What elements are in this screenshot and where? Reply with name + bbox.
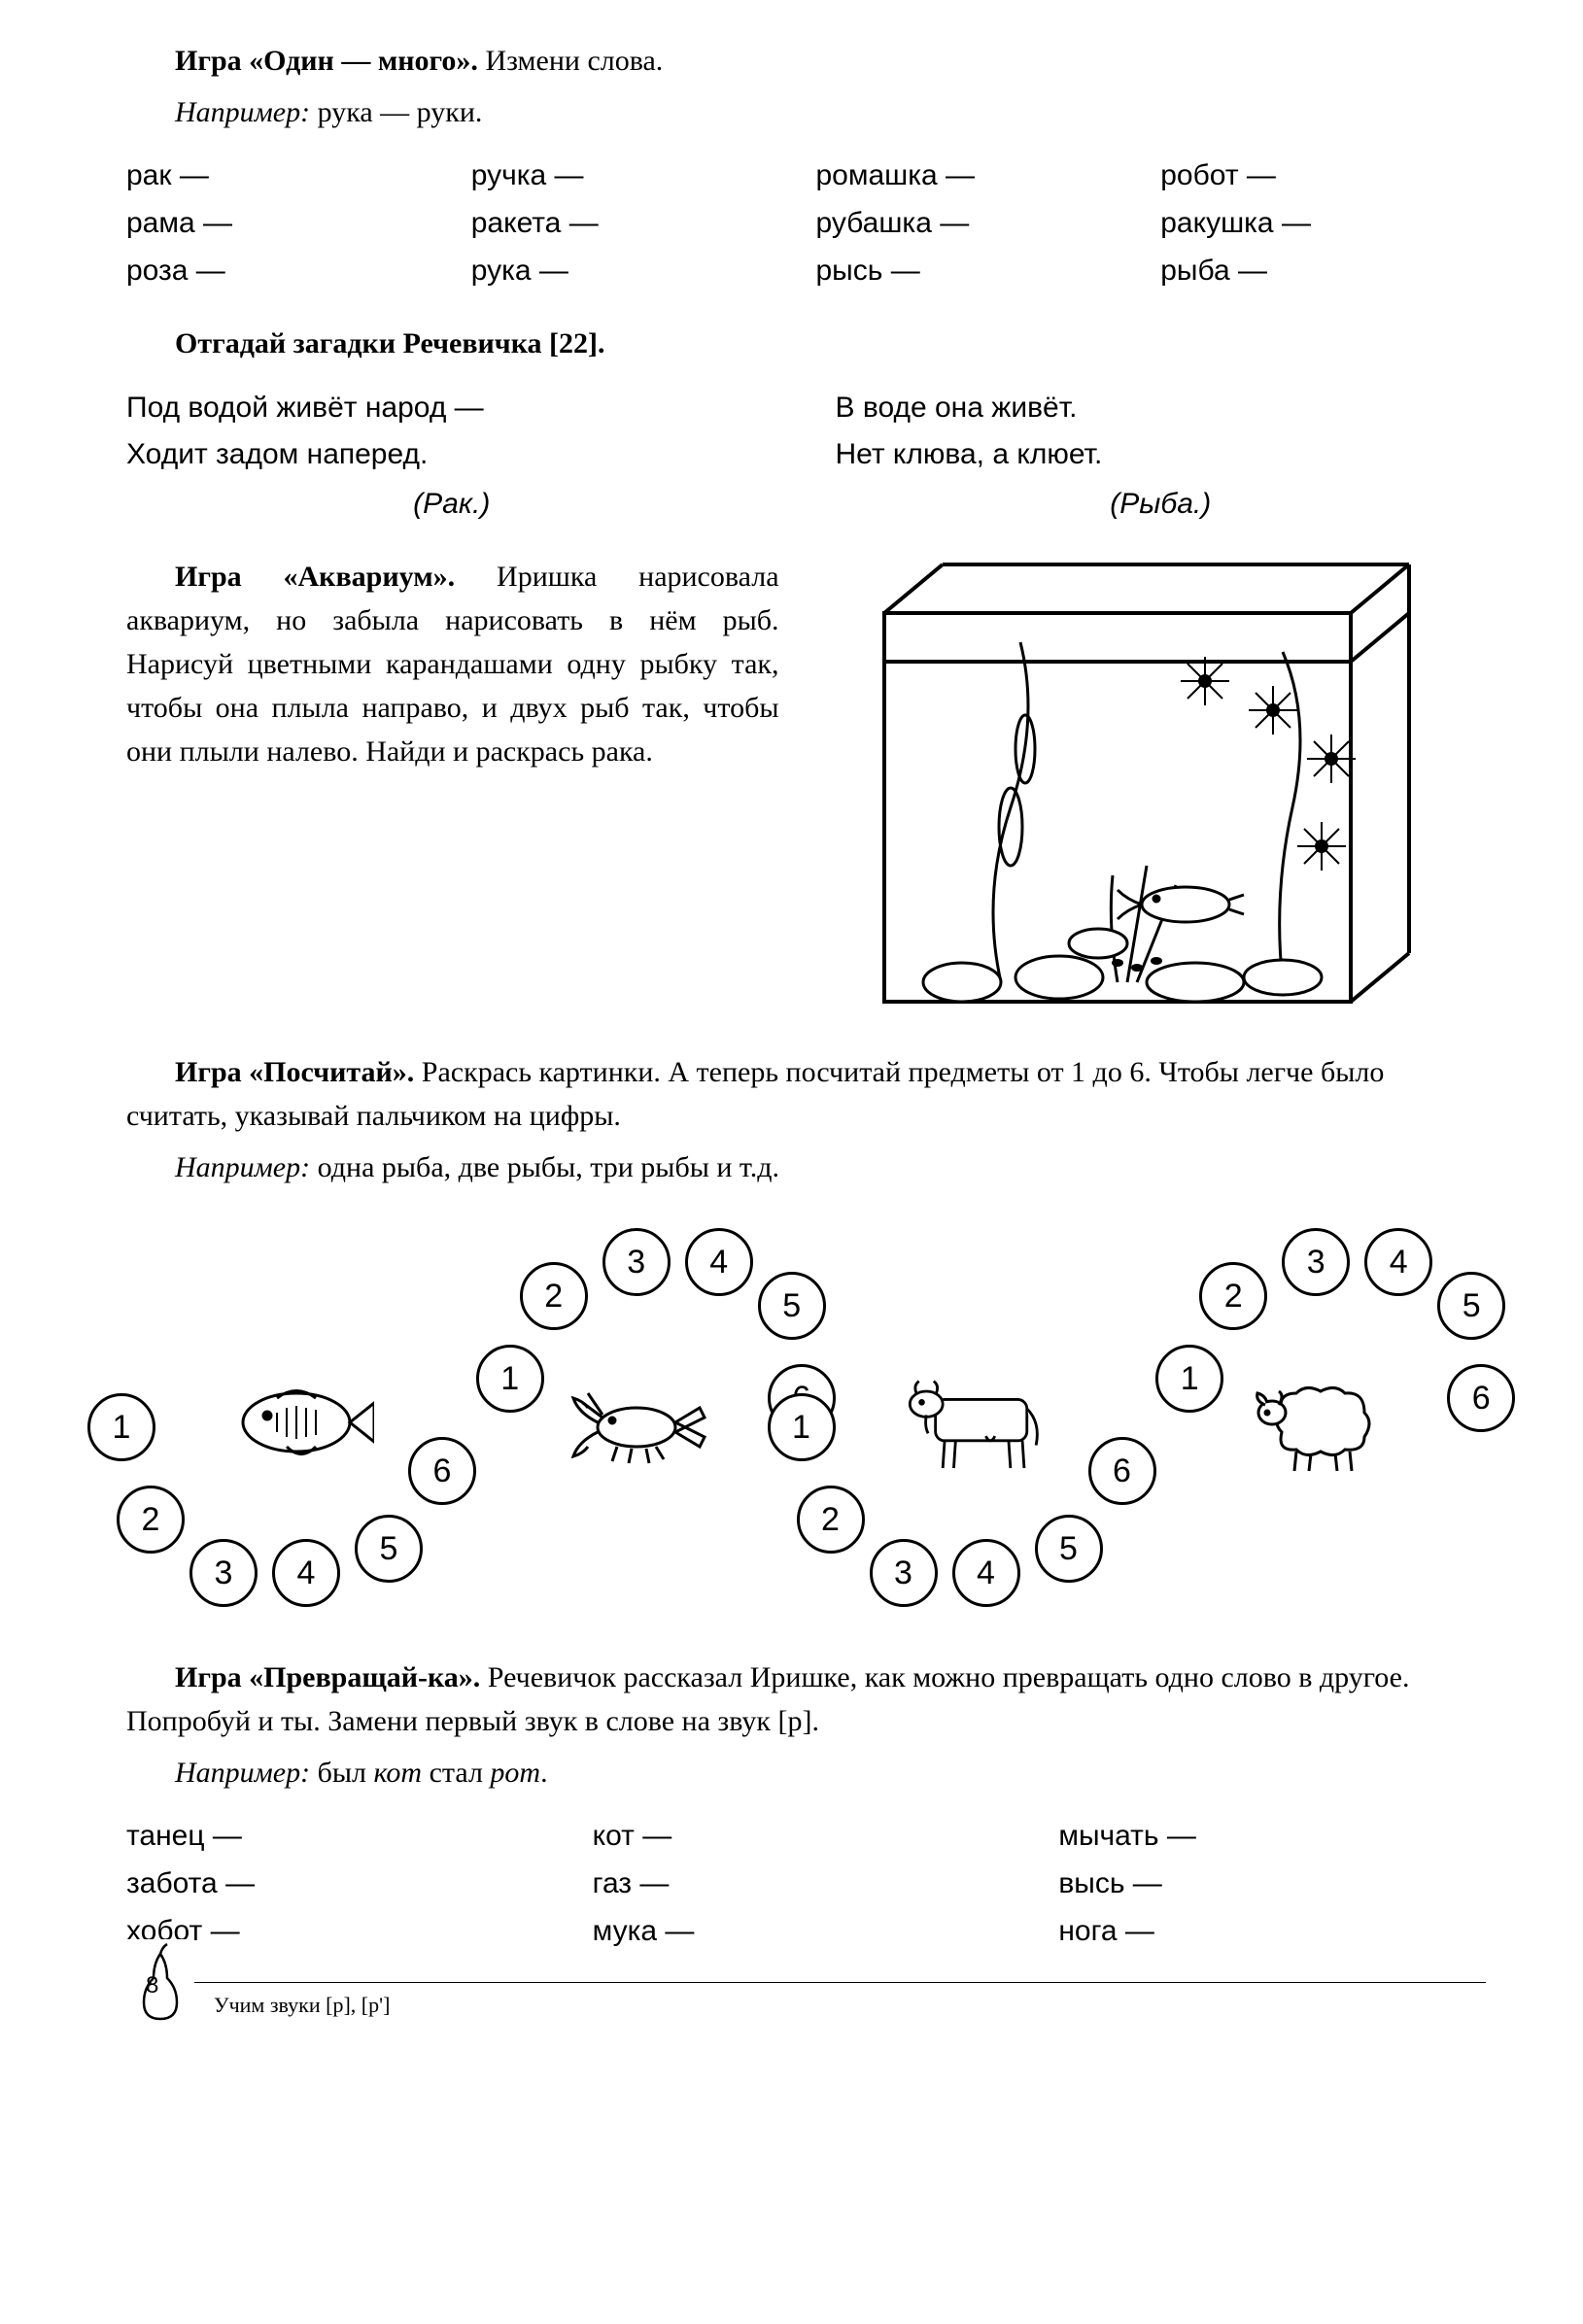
num-circle: 5 (355, 1515, 423, 1583)
word-cell: мука — (593, 1909, 1020, 1953)
riddle-answer: (Рак.) (126, 482, 777, 526)
word-cell: рыба — (1160, 249, 1486, 292)
example-suffix: . (540, 1757, 548, 1789)
counting-row: 1 2 3 4 5 6 1 2 3 4 5 6 (126, 1218, 1486, 1626)
word-cell: рубашка — (816, 201, 1142, 245)
cow-icon (899, 1359, 1054, 1486)
riddle-right: В воде она живёт. Нет клюва, а клюет. (Р… (836, 385, 1487, 526)
aquarium-svg (865, 555, 1428, 1021)
num-circle: 4 (272, 1539, 340, 1607)
riddle-answer: (Рыба.) (836, 482, 1487, 526)
riddle-line: Нет клюва, а клюет. (836, 431, 1487, 478)
example-prefix: был (310, 1757, 373, 1789)
riddle-left: Под водой живёт народ — Ходит задом напе… (126, 385, 777, 526)
transform-example: Например: был кот стал рот. (126, 1751, 1486, 1794)
riddle-line: Под водой живёт народ — (126, 385, 777, 431)
num-circle: 4 (1364, 1228, 1432, 1296)
game1-title: Игра «Один — много». (175, 45, 478, 77)
count-cluster-crayfish: 1 2 3 4 5 6 (466, 1218, 807, 1626)
word-cell: рысь — (816, 249, 1142, 292)
riddles-heading: Отгадай загадки Речевичка [22]. (126, 322, 1486, 365)
word-cell: газ — (593, 1862, 1020, 1905)
num-circle: 3 (189, 1539, 258, 1607)
num-circle: 5 (1437, 1272, 1505, 1340)
riddle-line: Ходит задом наперед. (126, 431, 777, 478)
num-circle: 3 (1282, 1228, 1350, 1296)
word-cell: нога — (1058, 1909, 1486, 1953)
example-mid: стал (422, 1757, 490, 1789)
num-circle: 5 (1035, 1515, 1103, 1583)
num-circle: 1 (87, 1393, 155, 1461)
game1-example: Например: рука — руки. (126, 90, 1486, 134)
num-circle: 2 (117, 1486, 185, 1554)
counting-heading: Игра «Посчитай». Раскрась картинки. А те… (126, 1050, 1486, 1138)
word-cell: ракушка — (1160, 201, 1486, 245)
word-cell: рука — (471, 249, 797, 292)
count-cluster-fish: 1 2 3 4 5 6 (126, 1218, 466, 1626)
crayfish-icon (559, 1359, 714, 1486)
example-w1: кот (374, 1757, 423, 1789)
word-cell: танец — (126, 1814, 554, 1858)
footer-text: Учим звуки [р], [р'] (214, 1989, 390, 2021)
num-circle: 1 (476, 1345, 544, 1413)
aquarium-section: Игра «Аквариум». Иришка нарисова­ла аква… (126, 555, 1486, 1021)
num-circle: 6 (1447, 1364, 1515, 1432)
transform-heading: Игра «Превращай-ка». Речевичок рассказал… (126, 1656, 1486, 1743)
example-label: Например: (175, 96, 310, 128)
word-cell: мычать — (1058, 1814, 1486, 1858)
aquarium-title: Игра «Аквариум». (175, 561, 455, 593)
page-number: 8 (146, 1968, 158, 2003)
riddles-container: Под водой живёт народ — Ходит задом напе… (126, 385, 1486, 526)
page-footer: 8 Учим звуки [р], [р'] (126, 1982, 1486, 2027)
num-circle: 2 (1199, 1262, 1267, 1330)
counting-example: Например: одна рыба, две рыбы, три рыбы … (126, 1145, 1486, 1189)
count-cluster-cow: 1 2 3 4 5 6 (807, 1218, 1147, 1626)
game1-instr: Измени слова. (478, 45, 663, 77)
word-cell: кот — (593, 1814, 1020, 1858)
game1-heading: Игра «Один — много». Измени слова. (126, 39, 1486, 83)
word-cell: забота — (126, 1862, 554, 1905)
num-circle: 1 (768, 1393, 836, 1461)
example-text: рука — руки. (310, 96, 482, 128)
num-circle: 4 (685, 1228, 753, 1296)
word-cell: роза — (126, 249, 452, 292)
example-w2: рот (490, 1757, 540, 1789)
riddles-title: Отгадай загадки Речевичка [22]. (175, 327, 605, 359)
aquarium-text: Игра «Аквариум». Иришка нарисова­ла аква… (126, 555, 779, 1021)
example-text: одна рыба, две рыбы, три рыбы и т.д. (310, 1151, 779, 1183)
num-circle: 2 (797, 1486, 865, 1554)
num-circle: 3 (602, 1228, 671, 1296)
transform-title: Игра «Превращай-ка». (175, 1661, 480, 1693)
word-cell: рак — (126, 154, 452, 197)
counting-title: Игра «Посчитай». (175, 1056, 414, 1088)
num-circle: 2 (520, 1262, 588, 1330)
aquarium-illustration (809, 555, 1486, 1021)
riddle-line: В воде она живёт. (836, 385, 1487, 431)
word-cell: высь — (1058, 1862, 1486, 1905)
game1-word-grid: рак — ручка — ромашка — робот — рама — р… (126, 154, 1486, 292)
word-cell: ручка — (471, 154, 797, 197)
fish-icon (219, 1359, 374, 1486)
example-label: Например: (175, 1151, 310, 1183)
num-circle: 1 (1155, 1345, 1223, 1413)
example-label: Например: (175, 1757, 310, 1789)
num-circle: 4 (952, 1539, 1020, 1607)
pear-icon: 8 (126, 1939, 194, 2027)
word-cell: ракета — (471, 201, 797, 245)
transform-word-grid: танец — кот — мычать — забота — газ — вы… (126, 1814, 1486, 1953)
num-circle: 3 (870, 1539, 938, 1607)
word-cell: рама — (126, 201, 452, 245)
word-cell: робот — (1160, 154, 1486, 197)
ram-icon (1238, 1359, 1394, 1486)
aquarium-para: Игра «Аквариум». Иришка нарисова­ла аква… (126, 555, 779, 773)
word-cell: ромашка — (816, 154, 1142, 197)
count-cluster-ram: 1 2 3 4 5 6 (1146, 1218, 1486, 1626)
